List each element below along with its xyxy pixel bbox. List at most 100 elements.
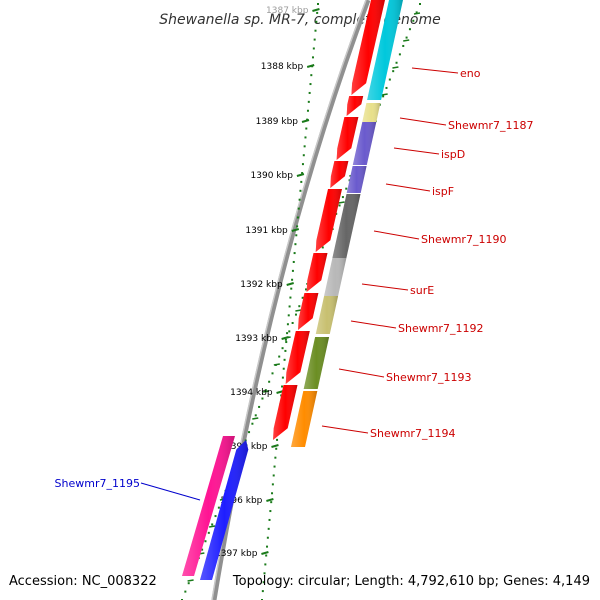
inner-ring-dot	[281, 376, 284, 379]
outer-ring-dot	[217, 506, 220, 509]
outer-ring-dot	[254, 414, 257, 417]
gene-leader-line	[393, 147, 440, 155]
inner-ring-dot	[275, 447, 278, 450]
gene-labels-layer: eno Shewmr7_1187 ispD ispF Shewmr7_1190 surE S…	[55, 67, 533, 501]
tick-label: 1393 kbp	[235, 334, 278, 344]
gene-label: Shewmr7_1193	[386, 371, 471, 384]
inner-ring-dot	[291, 269, 294, 272]
outer-ring-dot	[301, 296, 304, 299]
minor-tick-mark	[392, 66, 399, 69]
gene-leader-line	[385, 183, 431, 192]
tick-label: 1397 kbp	[215, 549, 258, 559]
inner-ring-dot	[304, 136, 307, 139]
gene-label: Shewmr7_1190	[421, 233, 506, 246]
cds-arrow	[351, 0, 385, 95]
outer-ring-dot	[321, 246, 324, 249]
gene-label: ispF	[432, 185, 454, 198]
outer-ring-dot	[395, 61, 398, 64]
gene-label: Shewmr7_1194	[370, 427, 455, 440]
backbone-layer	[211, 0, 371, 600]
inner-ring-dot	[290, 287, 293, 290]
outer-ring-dot	[345, 187, 348, 190]
gene-leader-line	[399, 117, 447, 126]
tick-label: 1389 kbp	[256, 117, 299, 127]
tick-mark	[291, 228, 300, 232]
outer-ring-dot	[385, 86, 388, 89]
gene-block-2	[362, 103, 381, 122]
outer-ring-dot	[271, 372, 274, 375]
outer-ring-dot	[261, 397, 264, 400]
inner-ring-dot	[295, 234, 298, 237]
tick-label: 1387 kbp	[266, 6, 309, 16]
inner-ring-dot	[270, 501, 273, 504]
minor-tick-mark	[262, 390, 270, 393]
outer-ring-dot	[268, 380, 271, 383]
inner-ring-dot	[262, 581, 265, 584]
inner-ring-dot	[305, 127, 308, 130]
minor-tick-mark	[252, 417, 259, 420]
outer-ring-dot	[415, 11, 418, 14]
outer-ring-dot	[408, 28, 411, 31]
cds-arrow	[298, 293, 319, 330]
inner-ring-dot	[273, 465, 276, 468]
gene-block-7	[315, 296, 339, 334]
inner-ring-dot	[317, 3, 319, 5]
gene-label: Shewmr7_1187	[448, 119, 533, 132]
gene-leader-line	[338, 368, 385, 378]
gene-block-6	[324, 258, 347, 296]
outer-ring-dot	[204, 540, 207, 543]
gene-block-3	[352, 122, 377, 165]
inner-ring-dot	[300, 180, 303, 183]
outer-ring-dot	[412, 19, 415, 22]
minor-tick-mark	[273, 363, 280, 366]
inner-ring-dot	[301, 163, 304, 166]
gene-leader-line-forward	[140, 482, 201, 501]
minor-tick-mark	[295, 309, 302, 312]
backbone-line	[211, 0, 371, 600]
gene-leader-line	[321, 425, 369, 434]
cds-arrow	[315, 189, 342, 252]
gene-label: surE	[410, 284, 434, 297]
inner-ring-dot	[291, 278, 294, 281]
tick-label: 1391 kbp	[245, 226, 288, 236]
outer-ring-dot	[382, 95, 385, 98]
gene-label-forward: Shewmr7_1195	[55, 477, 140, 490]
gene-leader-line	[373, 230, 420, 240]
inner-ring-dot	[285, 341, 288, 344]
forward-feature-pink	[182, 436, 235, 576]
outer-ring-dot	[398, 53, 401, 56]
tick-label: 1396 kbp	[220, 496, 263, 506]
gene-block-9	[291, 391, 318, 447]
outer-ring-dot	[402, 44, 405, 47]
gene-block-4	[346, 166, 367, 193]
outer-ring-dot	[187, 582, 190, 585]
inner-ring-dot	[297, 207, 300, 210]
tick-mark	[296, 173, 305, 177]
minor-tick-mark	[403, 39, 410, 42]
tick-mark	[266, 498, 274, 502]
inner-ring-dot	[287, 314, 290, 317]
outer-ring-dot	[288, 330, 291, 333]
inner-ring-dot	[302, 154, 305, 157]
cds-arrow	[346, 96, 364, 116]
inner-ring-dot	[271, 483, 274, 486]
accession-label: Accession: NC_008322	[9, 574, 157, 589]
outer-ring-dot	[207, 531, 210, 534]
minor-tick-mark	[338, 201, 345, 204]
tick-mark	[261, 551, 269, 555]
inner-ring-dot	[307, 100, 310, 103]
inner-ring-dot	[313, 38, 316, 41]
tick-mark	[286, 282, 294, 286]
outer-ring-dot	[298, 305, 301, 308]
inner-ring-dot	[276, 438, 279, 441]
cds-arrow	[336, 117, 359, 160]
tick-label: 1388 kbp	[261, 62, 304, 72]
gene-leader-line	[361, 283, 409, 291]
outer-ring-dot	[251, 422, 254, 425]
inner-ring-dot	[298, 198, 301, 201]
minor-tick-mark	[187, 579, 194, 582]
inner-ring-dot	[293, 252, 296, 255]
tick-mark	[271, 444, 279, 448]
inner-ring-dot	[269, 510, 272, 513]
